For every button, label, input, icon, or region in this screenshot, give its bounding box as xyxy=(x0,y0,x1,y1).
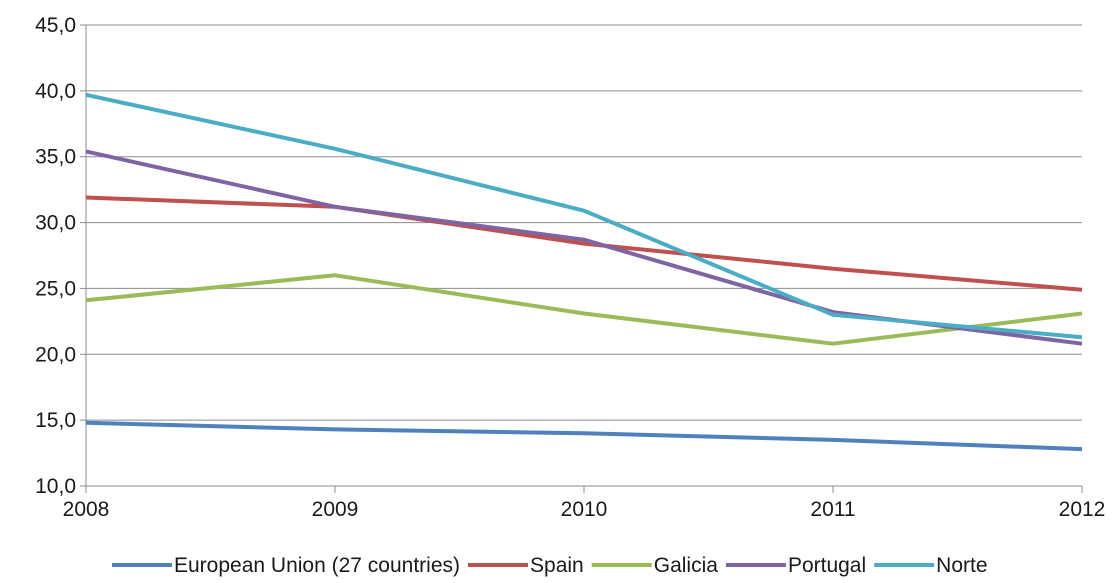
x-tick-label: 2012 xyxy=(1059,498,1106,521)
series-line-norte xyxy=(85,92,1083,340)
legend: European Union (27 countries) Spain Galici… xyxy=(112,554,988,577)
legend-label: Portugal xyxy=(788,554,866,577)
y-tick-label: 25,0 xyxy=(35,277,76,300)
axes xyxy=(85,25,1082,487)
series-line-galicia xyxy=(85,273,1083,346)
x-tick-label: 2010 xyxy=(561,498,608,521)
y-tick-label: 40,0 xyxy=(35,80,76,103)
series-line-european-union-27-countries xyxy=(85,420,1083,452)
legend-label: Spain xyxy=(530,554,584,577)
y-tick-label: 35,0 xyxy=(35,146,76,169)
x-tick-label: 2011 xyxy=(810,498,855,521)
legend-label: Norte xyxy=(936,554,987,577)
series-line-spain xyxy=(85,195,1083,292)
y-tick-label: 45,0 xyxy=(35,14,76,37)
legend-label: European Union (27 countries) xyxy=(174,554,460,577)
y-tick-label: 10,0 xyxy=(35,475,76,498)
y-tick-label: 15,0 xyxy=(35,409,76,432)
y-axis-ticks: 10,0 15,0 20,0 25,0 30,0 35,0 40,0 45,0 xyxy=(35,14,86,498)
x-tick-label: 2008 xyxy=(63,498,110,521)
y-tick-label: 30,0 xyxy=(35,212,76,235)
x-tick-label: 2009 xyxy=(312,498,359,521)
y-tick-label: 20,0 xyxy=(35,343,76,366)
legend-label: Galicia xyxy=(654,554,719,577)
x-axis-ticks: 2008 2009 2010 2011 2012 xyxy=(63,486,1106,521)
gridlines xyxy=(86,24,1082,421)
series-lines xyxy=(85,92,1083,452)
